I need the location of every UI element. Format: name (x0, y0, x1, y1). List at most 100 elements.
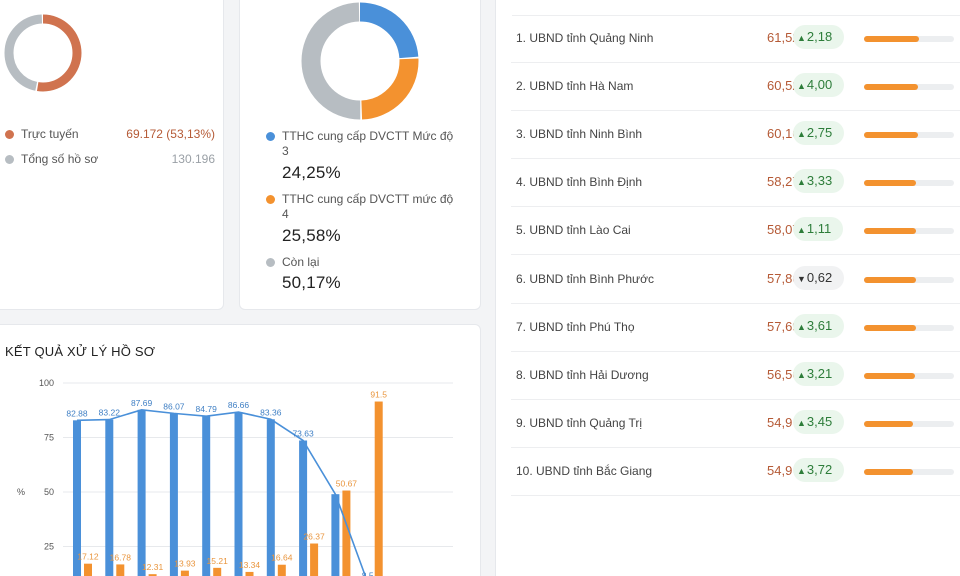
ranking-row-score: 56,56 (767, 366, 800, 382)
processing-results-chart: 100 75 50 25% 82.88 17.12 83.22 16.78 87.69 12.31… (17, 378, 453, 576)
data-label-series1: 87.69 (131, 398, 153, 408)
bar-series2[interactable] (277, 564, 286, 576)
ranking-row-name: 10. UBND tỉnh Bắc Giang (516, 463, 653, 478)
legend-value-level3: 24,25% (282, 163, 341, 182)
ranking-row-progress-fill (864, 84, 918, 91)
arrow-up-icon: ▲ (797, 225, 806, 236)
processing-results-title: KẾT QUẢ XỬ LÝ HỒ SƠ (5, 344, 156, 359)
data-label-series1: 82.88 (66, 408, 88, 418)
ranking-row[interactable]: 10. UBND tỉnh Bắc Giang 54,9 ▲3,72 (511, 448, 960, 496)
online-donut-segment-0[interactable] (4, 14, 82, 92)
bar-series2[interactable] (342, 490, 351, 576)
ranking-card (495, 0, 960, 576)
data-label-series1: 86.07 (163, 401, 185, 411)
ranking-row[interactable]: 9. UBND tỉnh Quảng Trị 54,9 ▲3,45 (511, 400, 960, 448)
ranking-row-progress-fill (864, 420, 913, 427)
bar-series2[interactable] (374, 401, 383, 576)
online-donut-segment-1[interactable] (4, 14, 82, 92)
data-label-series1: 84.79 (196, 404, 218, 414)
ranking-row[interactable]: 8. UBND tỉnh Hải Dương 56,56 ▲3,21 (511, 352, 960, 400)
ranking-row[interactable]: 4. UBND tỉnh Bình Định 58,27 ▲3,33 (511, 159, 960, 208)
legend-remaining: Còn lại (266, 255, 466, 269)
ranking-row-delta-value: 0,62 (806, 269, 833, 285)
ranking-row-name: 8. UBND tỉnh Hải Dương (516, 367, 649, 382)
bar-series1[interactable] (299, 440, 308, 576)
legend-value-total: 130.196 (171, 152, 215, 166)
legend-label-level3: TTHC cung cấp DVCTT Mức độ 3 (282, 129, 453, 159)
bar-series2[interactable] (116, 564, 125, 576)
ranking-row-name: 6. UBND tỉnh Bình Phước (516, 271, 654, 286)
legend-label-total: Tổng số hồ sơ (21, 152, 99, 166)
data-label-series2: 26.37 (303, 532, 325, 542)
ranking-row-delta: ▲2,18 (793, 25, 845, 49)
bar-series2[interactable] (84, 563, 92, 576)
ranking-row-score: 60,52 (767, 78, 800, 94)
bar-series2[interactable] (180, 570, 189, 576)
bar-series1[interactable] (234, 412, 243, 576)
legend-level4: TTHC cung cấp DVCTT mức độ 4 (266, 192, 466, 222)
data-label-series2: 12.31 (142, 562, 164, 572)
y-tick-label: 25 (44, 542, 54, 552)
bar-series1[interactable] (137, 409, 146, 576)
ranking-row-delta: ▲3,45 (793, 409, 845, 434)
ranking-row-score: 57,86 (767, 270, 800, 286)
arrow-up-icon: ▲ (797, 177, 806, 188)
ranking-row[interactable]: 5. UBND tỉnh Lào Cai 58,07 ▲1,11 (511, 207, 960, 256)
bar-series1[interactable] (169, 413, 178, 576)
bar-series1[interactable] (105, 419, 114, 576)
bar-series2[interactable] (310, 543, 319, 576)
data-label-series1: 73.63 (292, 428, 314, 438)
bar-series1[interactable] (331, 494, 340, 576)
ranking-row-progress-fill (864, 372, 915, 379)
service-level-card: TTHC cung cấp DVCTT Mức độ 3 24,25% TTHC … (239, 0, 481, 310)
ranking-row-name: 9. UBND tỉnh Quảng Trị (516, 415, 643, 430)
ranking-row-delta: ▲4,00 (793, 73, 845, 98)
ranking-row-name: 2. UBND tỉnh Hà Nam (516, 79, 634, 94)
legend-label-online: Trực tuyến (21, 127, 79, 141)
ranking-row[interactable]: 6. UBND tỉnh Bình Phước 57,86 ▼0,62 (511, 256, 960, 304)
ranking-row-delta: ▲2,75 (793, 121, 845, 146)
y-tick-label: 100 (39, 378, 54, 388)
data-label-series2: 13.34 (239, 560, 261, 570)
ranking-row-progress-fill (864, 180, 916, 187)
ranking-row[interactable]: 7. UBND tỉnh Phú Thọ 57,69 ▲3,61 (511, 304, 960, 352)
ranking-row-score: 54,9 (767, 462, 793, 478)
service-donut-segment-2[interactable] (301, 2, 419, 120)
service-donut-segment-1[interactable] (301, 2, 419, 120)
ranking-row-score: 57,69 (767, 318, 800, 334)
bar-series2[interactable] (245, 571, 254, 576)
ranking-row-progress (864, 132, 954, 139)
trend-line (76, 409, 367, 576)
ranking-row-progress (864, 372, 954, 379)
data-label-series1: 8.5 (362, 570, 374, 576)
service-level-donut[interactable] (300, 1, 420, 121)
ranking-row[interactable]: 3. UBND tỉnh Ninh Bình 60,16 ▲2,75 (511, 111, 960, 160)
ranking-row-delta-value: 3,72 (806, 461, 833, 477)
ranking-row-progress-fill (864, 36, 919, 42)
legend-label-level4-line2: 4 (282, 207, 289, 221)
ranking-row[interactable]: 2. UBND tỉnh Hà Nam 60,52 ▲4,00 (511, 63, 960, 112)
arrow-down-icon: ▼ (797, 273, 806, 284)
ranking-row[interactable]: 1. UBND tỉnh Quảng Ninh 61,52 ▲2,18 (511, 15, 960, 63)
bar-series1[interactable] (73, 420, 81, 576)
online-records-donut[interactable] (1, 11, 101, 111)
data-label-series2: 91.5 (370, 390, 387, 400)
ranking-row-name: 3. UBND tỉnh Ninh Bình (516, 127, 643, 142)
online-records-card: Trực tuyến 69.172 (53,13%) Tổng số hồ sơ… (0, 0, 224, 310)
ranking-row-progress-fill (864, 324, 916, 331)
bar-series2[interactable] (148, 574, 157, 576)
data-label-series2: 16.78 (110, 552, 132, 562)
bar-series2[interactable] (213, 567, 222, 576)
ranking-row-name: 1. UBND tỉnh Quảng Ninh (516, 31, 654, 45)
arrow-up-icon: ▲ (797, 465, 806, 476)
ranking-row-delta-value: 3,61 (806, 317, 833, 333)
bar-series1[interactable] (266, 419, 275, 576)
ranking-row-progress-fill (864, 228, 916, 235)
ranking-header-divider (512, 15, 960, 16)
data-label-series1: 83.36 (260, 407, 282, 417)
data-label-series2: 17.12 (77, 552, 99, 562)
service-donut-segment-0[interactable] (301, 2, 419, 120)
ranking-row-delta-value: 3,21 (806, 365, 833, 381)
bar-series1[interactable] (202, 416, 211, 576)
legend-label-level3-line1: TTHC cung cấp DVCTT Mức độ (282, 129, 454, 143)
